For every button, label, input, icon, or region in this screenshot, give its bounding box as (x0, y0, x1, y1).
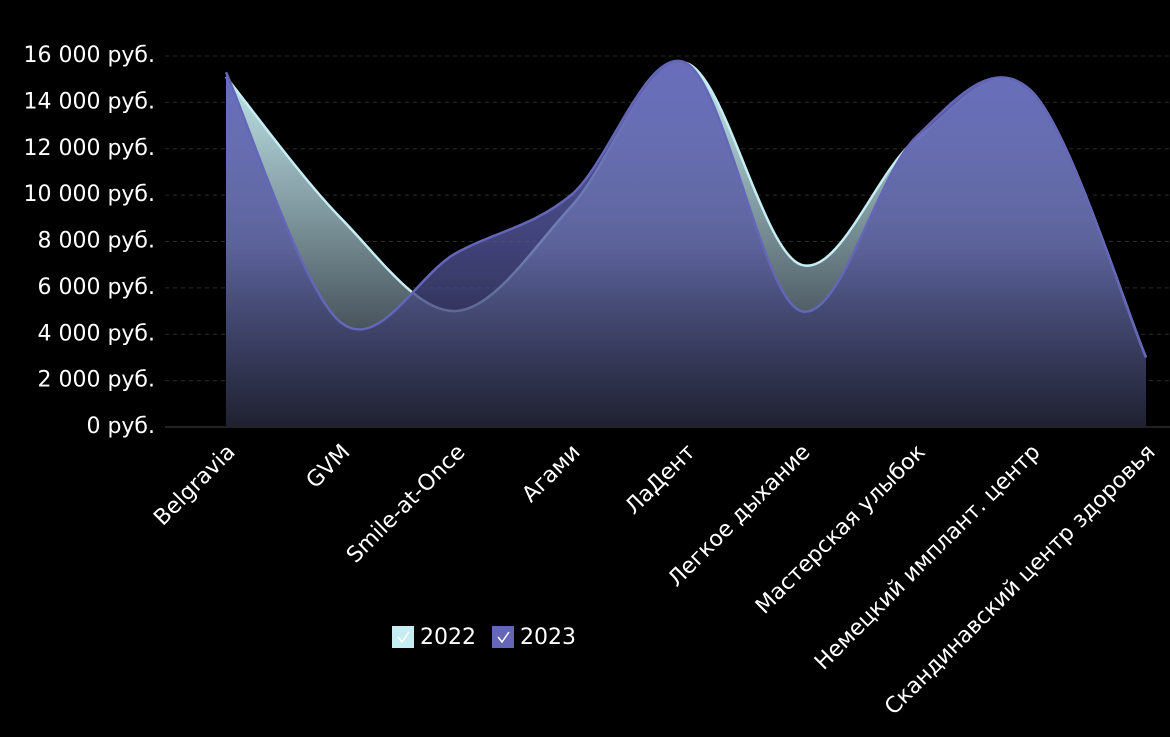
y-tick-label: 10 000 руб. (23, 182, 155, 207)
y-tick-label: 12 000 руб. (23, 136, 155, 161)
legend-label[interactable]: 2022 (420, 625, 476, 650)
y-tick-label: 2 000 руб. (37, 368, 155, 393)
legend-check (497, 631, 510, 644)
y-tick-label: 16 000 руб. (23, 43, 155, 68)
legend-swatch[interactable] (492, 626, 514, 648)
y-tick-label: 14 000 руб. (23, 89, 155, 114)
legend-label[interactable]: 2023 (520, 625, 576, 650)
x-tick-label: GVM (302, 440, 356, 494)
line (224, 59, 1148, 358)
y-tick-label: 0 руб. (86, 414, 155, 439)
area (226, 60, 1146, 427)
legend-check (397, 631, 410, 644)
y-tick-label: 6 000 руб. (37, 275, 155, 300)
x-tick-label: Немецкий имплант. центр (810, 440, 1045, 675)
x-tick-label: ЛаДент (621, 440, 701, 520)
y-tick-label: 4 000 руб. (37, 321, 155, 346)
x-tick-label: Smile-at-Once (342, 440, 470, 568)
legend-swatch[interactable] (392, 626, 414, 648)
y-tick-label: 8 000 руб. (37, 229, 155, 254)
x-tick-label: Belgravia (149, 440, 240, 531)
x-tick-label: Агами (518, 440, 586, 508)
